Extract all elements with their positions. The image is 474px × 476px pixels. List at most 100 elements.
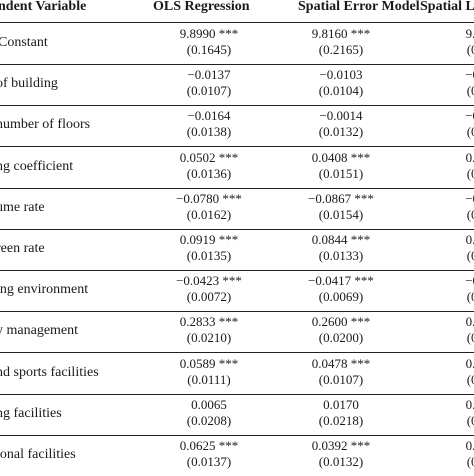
ols-cell: 0.0502 *** (0.0136)	[150, 150, 268, 182]
ols-cell: 0.0065 (0.0208)	[150, 397, 268, 429]
ols-standard-error: (0.0072)	[186, 289, 232, 305]
slm-coefficient: 0.06	[465, 355, 474, 371]
row-label: of building	[0, 76, 58, 92]
row-label: nd sports facilities	[0, 364, 99, 380]
sem-standard-error: (0.0154)	[318, 206, 364, 222]
sem-standard-error: (0.0132)	[318, 124, 364, 140]
table-row: ng coefficient 0.0502 *** (0.0136) 0.0408 *…	[0, 146, 474, 189]
sem-cell: −0.0103 (0.0104)	[282, 67, 400, 99]
ols-standard-error: (0.1645)	[186, 42, 232, 57]
ols-coefficient: 0.0625 ***	[179, 438, 239, 453]
sem-coefficient: −0.0417 ***	[308, 273, 374, 289]
slm-coefficient: 0.04	[465, 149, 474, 165]
slm-standard-error: (0.0	[466, 289, 474, 305]
ols-cell: 0.0589 *** (0.0111)	[150, 356, 268, 388]
table-row: ional facilities 0.0625 *** (0.0137) 0.0392…	[0, 434, 474, 476]
sem-cell: −0.0014 (0.0132)	[282, 108, 400, 140]
slm-cell: −0.0(0.0	[418, 191, 474, 223]
slm-standard-error: (0.0	[466, 454, 474, 469]
slm-coefficient: 9.67	[465, 26, 474, 41]
row-label: ume rate	[0, 199, 45, 215]
ols-coefficient: 9.8990 ***	[179, 26, 239, 41]
sem-cell: 0.0478 *** (0.0107)	[282, 356, 400, 388]
ols-coefficient: 0.0502 ***	[179, 149, 239, 165]
slm-cell: 0.27(0.0	[418, 314, 474, 346]
slm-standard-error: (0.0	[466, 371, 474, 387]
ols-cell: −0.0164 (0.0138)	[150, 108, 268, 140]
row-label: ng coefficient	[0, 158, 74, 174]
ols-cell: 9.8990 *** (0.1645)	[150, 26, 268, 58]
slm-coefficient: −0.0	[465, 108, 474, 124]
sem-coefficient: 9.8160 ***	[311, 26, 371, 41]
sem-cell: 9.8160 *** (0.2165)	[282, 26, 400, 58]
sem-cell: 0.0170 (0.0218)	[282, 397, 400, 429]
sem-coefficient: −0.0103	[319, 67, 363, 83]
row-label: ng facilities	[0, 405, 62, 421]
row-label: ing environment	[0, 282, 89, 298]
ols-standard-error: (0.0111)	[187, 371, 231, 387]
ols-coefficient: 0.0589 ***	[179, 355, 239, 371]
sem-coefficient: −0.0867 ***	[308, 190, 374, 206]
ols-cell: −0.0780 *** (0.0162)	[150, 191, 268, 223]
sem-cell: −0.0867 *** (0.0154)	[282, 191, 400, 223]
sem-cell: 0.2600 *** (0.0200)	[282, 314, 400, 346]
slm-cell: −0.0(0.0	[418, 273, 474, 305]
header-spatial-error-model: Spatial Error Model	[298, 0, 420, 14]
sem-standard-error: (0.0069)	[318, 289, 364, 305]
slm-coefficient: 0.06	[465, 438, 474, 453]
table-row: ume rate −0.0780 *** (0.0162) −0.0867 *** (0…	[0, 187, 474, 230]
slm-standard-error: (0.0	[466, 330, 474, 346]
sem-coefficient: 0.0844 ***	[311, 232, 371, 247]
sem-cell: −0.0417 *** (0.0069)	[282, 273, 400, 305]
ols-coefficient: 0.2833 ***	[179, 314, 239, 330]
table-row: y management 0.2833 *** (0.0210) 0.2600 ***…	[0, 310, 474, 354]
table-row: number of floors −0.0164 (0.0138) −0.0014 (0…	[0, 104, 474, 148]
ols-standard-error: (0.0137)	[186, 454, 232, 469]
sem-standard-error: (0.0218)	[318, 412, 364, 428]
slm-coefficient: −0.0	[465, 273, 474, 289]
slm-cell: −0.0(0.0	[418, 67, 474, 99]
slm-cell: 9.67(0.1	[418, 26, 474, 58]
sem-standard-error: (0.0107)	[318, 371, 364, 387]
ols-coefficient: −0.0423 ***	[176, 273, 242, 289]
slm-standard-error: (0.0	[466, 206, 474, 222]
row-label: y management	[0, 323, 79, 339]
header-ols-regression: OLS Regression	[153, 0, 250, 14]
sem-standard-error: (0.0104)	[318, 83, 364, 99]
ols-standard-error: (0.0208)	[186, 412, 232, 428]
ols-coefficient: −0.0780 ***	[176, 190, 242, 206]
row-label: reen rate	[0, 241, 45, 256]
sem-standard-error: (0.0133)	[318, 248, 364, 263]
slm-cell: 0.09(0.0	[418, 232, 474, 264]
table-row: of building −0.0137 (0.0107) −0.0103 (0.0104…	[0, 63, 474, 107]
slm-standard-error: (0.1	[466, 42, 474, 57]
slm-standard-error: (0.0	[466, 124, 474, 140]
ols-standard-error: (0.0136)	[186, 165, 232, 181]
ols-standard-error: (0.0138)	[186, 124, 232, 140]
row-label: Constant	[0, 35, 48, 50]
slm-cell: −0.0(0.0	[418, 108, 474, 140]
ols-cell: −0.0137 (0.0107)	[150, 67, 268, 99]
sem-coefficient: 0.0392 ***	[311, 438, 371, 453]
ols-standard-error: (0.0162)	[186, 206, 232, 222]
slm-coefficient: 0.06	[465, 396, 474, 412]
slm-standard-error: (0.0	[466, 248, 474, 263]
slm-cell: 0.06(0.0	[418, 438, 474, 470]
ols-standard-error: (0.0210)	[186, 330, 232, 346]
sem-cell: 0.0844 *** (0.0133)	[282, 232, 400, 264]
table-row: ing environment −0.0423 *** (0.0072) −0.041…	[0, 269, 474, 313]
slm-coefficient: −0.0	[465, 67, 474, 83]
sem-coefficient: 0.0478 ***	[311, 355, 371, 371]
sem-coefficient: −0.0014	[319, 108, 363, 124]
header-dependent-variable: ndent Variable	[0, 0, 87, 14]
ols-coefficient: −0.0164	[187, 108, 231, 124]
ols-cell: 0.0919 *** (0.0135)	[150, 232, 268, 264]
slm-cell: 0.06(0.0	[418, 356, 474, 388]
ols-standard-error: (0.0107)	[186, 83, 232, 99]
ols-coefficient: 0.0919 ***	[179, 232, 239, 247]
sem-cell: 0.0408 *** (0.0151)	[282, 150, 400, 182]
sem-standard-error: (0.0200)	[318, 330, 364, 346]
slm-coefficient: 0.09	[465, 232, 474, 247]
slm-standard-error: (0.0	[466, 83, 474, 99]
